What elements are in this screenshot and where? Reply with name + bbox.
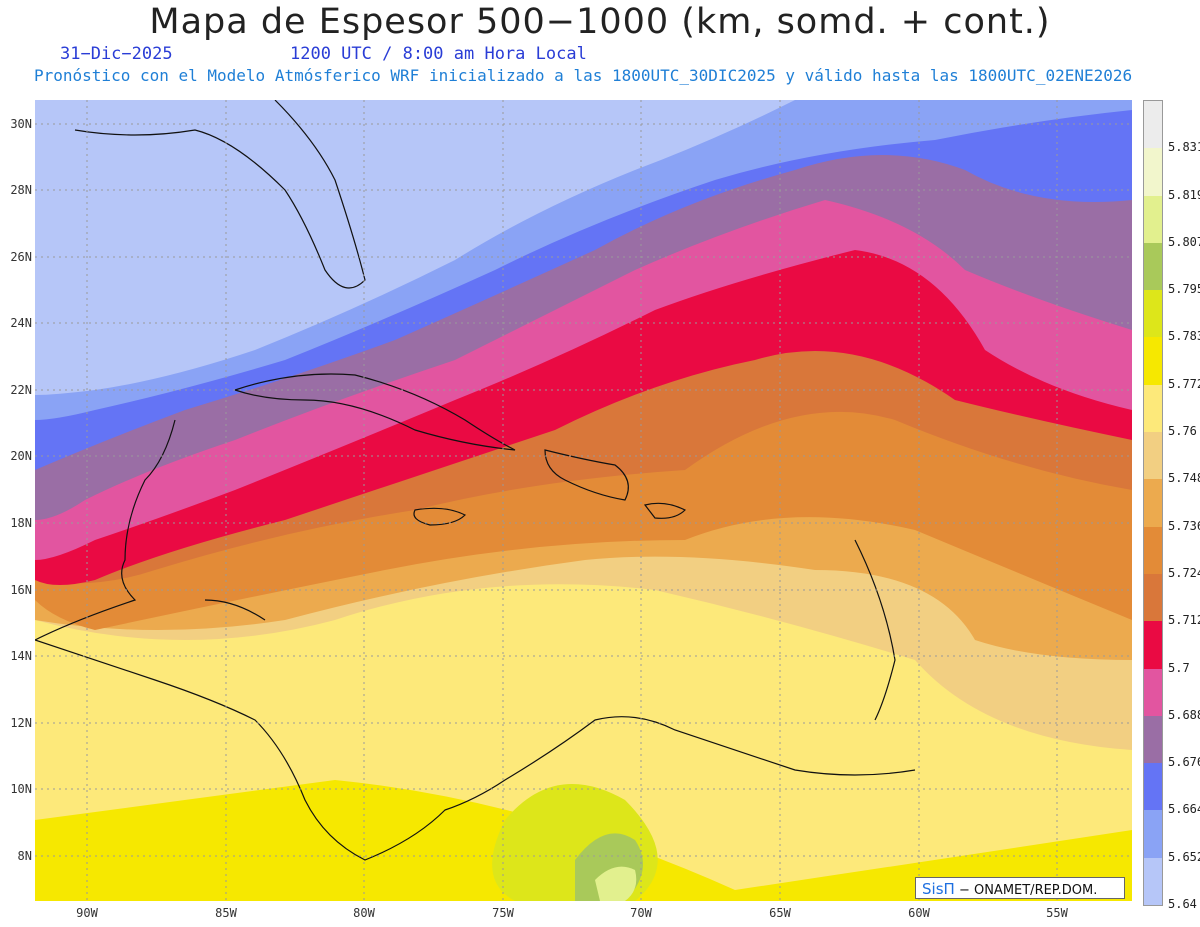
legend-swatch bbox=[1144, 857, 1162, 906]
legend-label: 5.676 bbox=[1168, 755, 1200, 770]
legend-label: 5.736 bbox=[1168, 518, 1200, 533]
legend-label: 5.712 bbox=[1168, 613, 1200, 628]
legend-swatch bbox=[1144, 290, 1162, 338]
legend-label: 5.664 bbox=[1168, 802, 1200, 817]
lon-label: 90W bbox=[76, 906, 98, 920]
lat-label: 26N bbox=[10, 250, 32, 264]
lon-label: 70W bbox=[630, 906, 652, 920]
legend-swatch bbox=[1144, 810, 1162, 859]
thickness-map bbox=[35, 100, 1132, 901]
lat-label: 8N bbox=[17, 849, 32, 863]
legend-label: 5.772 bbox=[1168, 376, 1200, 391]
lat-label: 24N bbox=[10, 316, 32, 330]
forecast-time: 1200 UTC / 8:00 am Hora Local bbox=[290, 44, 587, 64]
band-5.807 bbox=[595, 866, 637, 901]
legend-swatch bbox=[1144, 148, 1162, 197]
credit-box: SisΠ − ONAMET/REP.DOM. bbox=[915, 877, 1125, 899]
lon-label: 60W bbox=[908, 906, 930, 920]
lon-label: 80W bbox=[353, 906, 375, 920]
legend-label: 5.795 bbox=[1168, 282, 1200, 297]
legend-swatch bbox=[1144, 573, 1162, 622]
legend-swatch bbox=[1144, 715, 1162, 764]
legend-label: 5.807 bbox=[1168, 234, 1200, 249]
forecast-date: 31−Dic−2025 bbox=[60, 44, 173, 64]
legend-swatch bbox=[1144, 242, 1162, 291]
credit-text: − ONAMET/REP.DOM. bbox=[958, 883, 1098, 898]
legend-swatch bbox=[1144, 479, 1162, 528]
lat-label: 20N bbox=[10, 449, 32, 463]
legend-label: 5.652 bbox=[1168, 849, 1200, 864]
lat-label: 10N bbox=[10, 782, 32, 796]
lat-label: 12N bbox=[10, 716, 32, 730]
legend-swatch bbox=[1144, 621, 1162, 670]
lon-label: 75W bbox=[492, 906, 514, 920]
legend-swatch bbox=[1144, 384, 1162, 433]
legend-swatch bbox=[1144, 526, 1162, 575]
map-title: Mapa de Espesor 500−1000 (km, somd. + co… bbox=[149, 2, 1051, 42]
color-legend bbox=[1143, 100, 1163, 906]
legend-swatch bbox=[1144, 195, 1162, 244]
band-5.64 bbox=[35, 100, 795, 395]
legend-swatch bbox=[1144, 668, 1162, 717]
map-canvas bbox=[35, 100, 1132, 901]
legend-label: 5.748 bbox=[1168, 471, 1200, 486]
lon-label: 55W bbox=[1046, 906, 1068, 920]
legend-label: 5.7 bbox=[1168, 660, 1190, 675]
lat-label: 14N bbox=[10, 649, 32, 663]
legend-swatch bbox=[1144, 337, 1162, 386]
coastlines bbox=[35, 100, 916, 861]
brand-logo: SisΠ bbox=[922, 880, 955, 898]
lon-label: 85W bbox=[215, 906, 237, 920]
lon-label: 65W bbox=[769, 906, 791, 920]
lat-label: 30N bbox=[10, 117, 32, 131]
lat-label: 28N bbox=[10, 183, 32, 197]
legend-swatch bbox=[1144, 101, 1162, 149]
legend-label: 5.724 bbox=[1168, 565, 1200, 580]
graticule bbox=[35, 100, 1132, 901]
legend-label: 5.76 bbox=[1168, 424, 1197, 439]
legend-label: 5.64 bbox=[1168, 897, 1197, 911]
legend-swatch bbox=[1144, 432, 1162, 480]
legend-label: 5.688 bbox=[1168, 707, 1200, 722]
lat-label: 16N bbox=[10, 583, 32, 597]
forecast-description: Pronóstico con el Modelo Atmósferico WRF… bbox=[34, 66, 1133, 85]
lat-label: 18N bbox=[10, 516, 32, 530]
lat-label: 22N bbox=[10, 383, 32, 397]
legend-label: 5.819 bbox=[1168, 187, 1200, 202]
legend-swatch bbox=[1144, 763, 1162, 811]
legend-label: 5.783 bbox=[1168, 329, 1200, 344]
legend-label: 5.831 bbox=[1168, 140, 1200, 155]
